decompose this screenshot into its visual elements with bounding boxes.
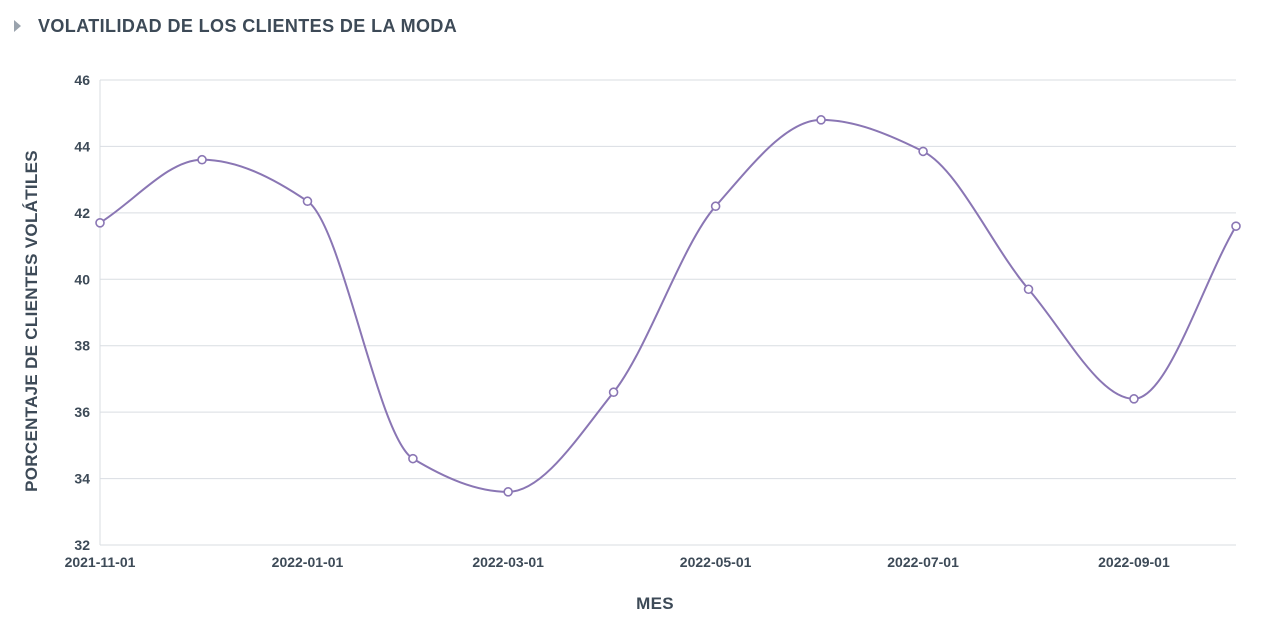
x-tick-labels: 2021-11-01 2022-01-01 2022-03-01 2022-05-01… xyxy=(65,554,1170,570)
data-point[interactable] xyxy=(1023,284,1034,295)
data-point[interactable] xyxy=(302,196,313,207)
data-point[interactable] xyxy=(1129,394,1139,404)
x-tick-label: 2022-05-01 xyxy=(680,554,752,570)
data-point[interactable] xyxy=(95,218,105,228)
data-point[interactable] xyxy=(918,146,928,157)
y-tick-labels: 32 34 36 38 40 42 44 46 xyxy=(74,72,90,553)
x-tick-label: 2022-09-01 xyxy=(1098,554,1170,570)
y-tick-label: 32 xyxy=(74,537,90,553)
data-point[interactable] xyxy=(816,115,826,125)
gridlines xyxy=(99,79,1236,546)
data-point[interactable] xyxy=(608,387,619,398)
data-point[interactable] xyxy=(197,154,207,165)
y-tick-label: 36 xyxy=(74,404,90,420)
y-tick-label: 44 xyxy=(74,138,90,154)
data-points xyxy=(95,115,1241,497)
y-axis-title: PORCENTAJE DE CLIENTES VOLÁTILES xyxy=(22,150,41,492)
data-point[interactable] xyxy=(710,201,721,212)
y-tick-label: 34 xyxy=(74,471,90,487)
data-point[interactable] xyxy=(503,487,513,497)
y-tick-label: 46 xyxy=(74,72,90,88)
y-tick-label: 40 xyxy=(74,271,90,287)
x-tick-label: 2021-11-01 xyxy=(65,554,136,570)
data-point[interactable] xyxy=(408,453,418,464)
caret-right-icon[interactable] xyxy=(14,20,21,32)
y-tick-label: 42 xyxy=(74,205,90,221)
y-tick-label: 38 xyxy=(74,338,90,354)
series-line xyxy=(99,118,1237,493)
x-tick-label: 2022-07-01 xyxy=(887,554,959,570)
data-point[interactable] xyxy=(1231,221,1241,231)
x-axis-title: MES xyxy=(636,594,674,613)
panel-header: VOLATILIDAD DE LOS CLIENTES DE LA MODA xyxy=(14,14,457,38)
x-tick-label: 2022-01-01 xyxy=(272,554,344,570)
x-tick-label: 2022-03-01 xyxy=(472,554,544,570)
chart-title: VOLATILIDAD DE LOS CLIENTES DE LA MODA xyxy=(38,15,458,36)
